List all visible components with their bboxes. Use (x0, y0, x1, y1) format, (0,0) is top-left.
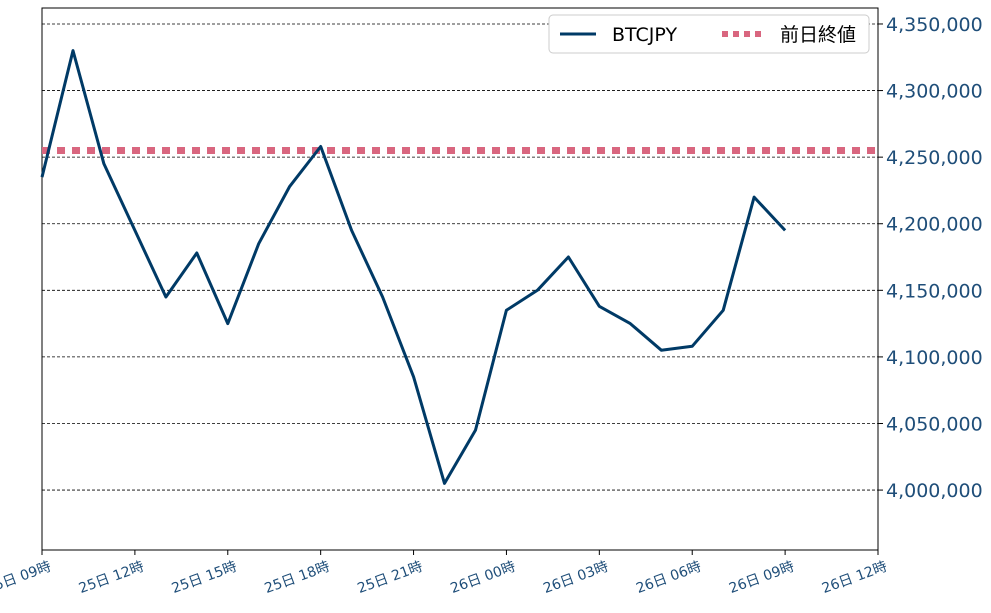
plot-frame (41, 7, 879, 551)
legend-box (548, 14, 870, 54)
x-tick-label: 26日 06時 (634, 559, 703, 597)
y-tick-label: 4,350,000 (886, 14, 983, 36)
y-tick-label: 4,300,000 (886, 81, 983, 103)
y-tick-label: 4,000,000 (886, 480, 983, 502)
grid-lines (42, 23, 878, 491)
x-tick-label: 25日 15時 (170, 559, 239, 597)
x-axis-ticks: 25日 09時 25日 12時 25日 15時 25日 18時 25日 21時 26日 0… (0, 550, 889, 597)
y-axis-ticks: 4,000,000 4,050,000 4,100,000 4,150,000 4,20… (878, 14, 983, 502)
y-tick-label: 4,250,000 (886, 147, 983, 169)
x-tick-label: 25日 21時 (355, 559, 424, 597)
x-tick-label: 26日 09時 (727, 559, 796, 597)
x-tick-label: 26日 00時 (448, 559, 517, 597)
x-tick-label: 26日 03時 (541, 559, 610, 597)
x-tick-label: 25日 12時 (77, 559, 146, 597)
x-tick-label: 25日 09時 (0, 559, 53, 597)
legend: BTCJPY 前日終値 (548, 14, 870, 54)
btcjpy-series-group (40, 49, 787, 485)
y-tick-label: 4,050,000 (886, 413, 983, 435)
x-tick-label: 26日 12時 (820, 559, 889, 597)
y-tick-label: 4,100,000 (886, 347, 983, 369)
x-tick-label: 25日 18時 (263, 559, 332, 597)
legend-previous-close-label: 前日終値 (780, 24, 856, 46)
y-tick-label: 4,200,000 (886, 214, 983, 236)
btcjpy-line (40, 49, 787, 485)
legend-btcjpy-label: BTCJPY (612, 24, 677, 46)
y-tick-label: 4,150,000 (886, 280, 983, 302)
